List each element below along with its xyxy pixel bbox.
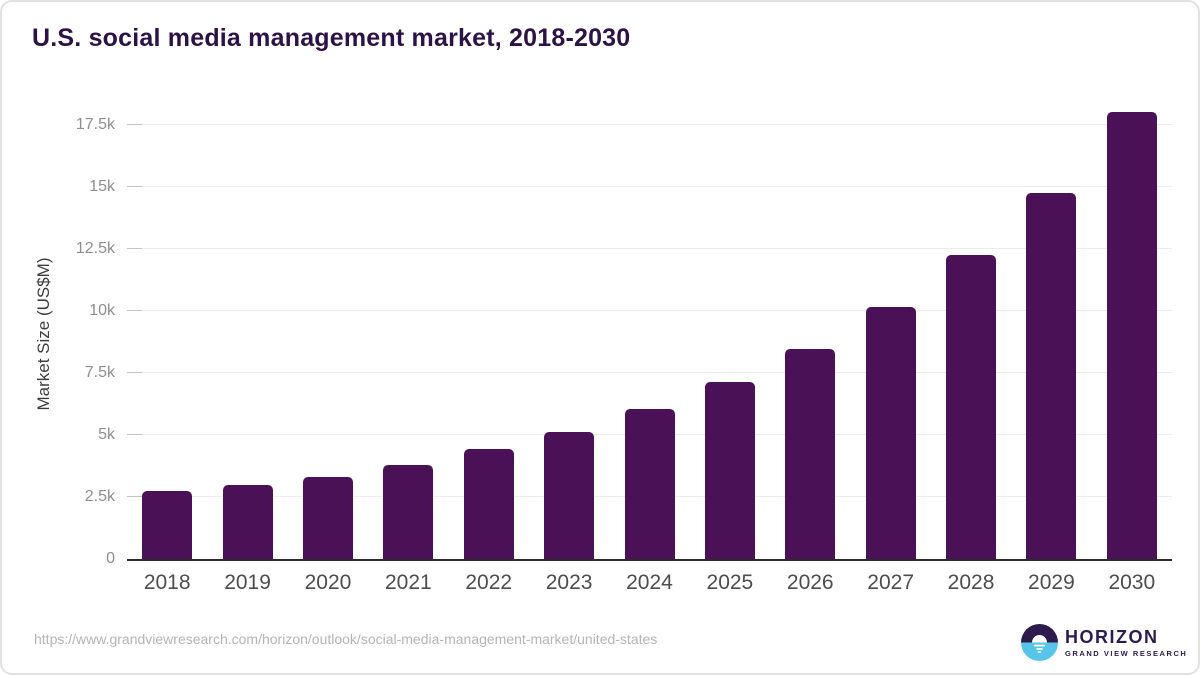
y-tick-label-12.5k: 12.5k: [75, 240, 115, 257]
bar-2030[interactable]: [1106, 111, 1157, 559]
x-tick-label-2029: 2029: [1028, 571, 1075, 594]
x-tick-label-2024: 2024: [626, 571, 673, 594]
y-tick-mark-15k: [127, 186, 142, 187]
bar-chart-plot-area: [127, 102, 1172, 561]
x-tick-label-2028: 2028: [947, 571, 995, 594]
y-tick-mark-2.5k: [127, 496, 142, 497]
bar-2018[interactable]: [142, 490, 193, 559]
y-tick-label-0: 0: [106, 550, 115, 567]
bar-2025[interactable]: [704, 382, 755, 559]
x-tick-label-2019: 2019: [224, 571, 271, 594]
y-tick-mark-7.5k: [127, 372, 142, 373]
horizon-logo: HORIZON GRAND VIEW RESEARCH: [1021, 624, 1187, 661]
gridline-15k: [127, 186, 1172, 187]
bar-2029[interactable]: [1026, 192, 1077, 559]
x-tick-label-2026: 2026: [786, 571, 834, 594]
gridline-17.5k: [127, 124, 1172, 125]
y-axis-title: Market Size (US$M): [34, 257, 53, 411]
source-url: https://www.grandviewresearch.com/horizo…: [34, 631, 658, 647]
y-tick-label-15k: 15k: [89, 178, 115, 195]
y-tick-label-7.5k: 7.5k: [84, 364, 115, 381]
bar-2026[interactable]: [785, 348, 836, 559]
bar-2023[interactable]: [544, 431, 595, 559]
y-tick-label-10k: 10k: [89, 302, 115, 319]
y-tick-label-2.5k: 2.5k: [84, 488, 115, 505]
bar-2019[interactable]: [222, 485, 273, 559]
x-tick-label-2025: 2025: [706, 571, 754, 594]
x-tick-label-2027: 2027: [867, 571, 914, 594]
x-tick-label-2023: 2023: [545, 571, 593, 594]
gridline-12.5k: [127, 248, 1172, 249]
x-tick-label-2018: 2018: [143, 571, 191, 594]
x-tick-label-2021: 2021: [384, 571, 432, 594]
horizon-logo-subtitle: GRAND VIEW RESEARCH: [1065, 649, 1188, 658]
y-tick-mark-12.5k: [127, 248, 142, 249]
gridline-10k: [127, 310, 1172, 311]
y-tick-label-5k: 5k: [98, 426, 115, 443]
x-axis-line: [127, 559, 1172, 561]
bar-2020[interactable]: [302, 477, 353, 559]
y-tick-mark-5k: [127, 434, 142, 435]
page-title: U.S. social media management market, 201…: [32, 24, 631, 52]
y-tick-mark-10k: [127, 310, 142, 311]
bar-2028[interactable]: [946, 254, 997, 559]
y-tick-label-17.5k: 17.5k: [75, 116, 115, 133]
bar-2021[interactable]: [383, 465, 434, 559]
bar-2022[interactable]: [463, 449, 514, 559]
y-tick-mark-17.5k: [127, 124, 142, 125]
x-tick-label-2030: 2030: [1108, 571, 1156, 594]
x-tick-label-2020: 2020: [304, 571, 352, 594]
horizon-logo-text: HORIZON GRAND VIEW RESEARCH: [1065, 627, 1187, 658]
horizon-sunset-icon: [1021, 624, 1058, 661]
horizon-logo-name: HORIZON: [1065, 627, 1159, 647]
bar-2024[interactable]: [624, 409, 675, 559]
bar-2027[interactable]: [865, 307, 916, 559]
gridline-7.5k: [127, 372, 1172, 373]
x-tick-label-2022: 2022: [465, 571, 513, 594]
